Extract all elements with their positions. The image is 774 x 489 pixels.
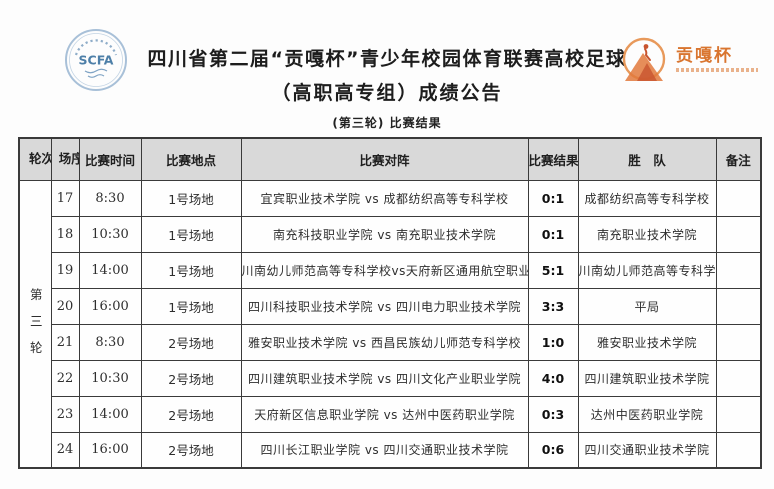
winner-cell: 平局 [577,287,717,325]
winner-cell: 南充职业技术学院 [577,215,717,253]
page-title: 四川省第二届“贡嘎杯”青少年校园体育联赛高校足球 [147,48,627,70]
match-time-cell: 8:30 [78,179,142,217]
venue-cell: 1号场地 [140,287,242,325]
match-seq-cell: 21 [50,323,80,361]
scfa-seal-logo: SCFA [65,29,127,91]
round-label: 第三轮 [27,287,43,368]
round-result-caption: (第三轮) 比赛结果 [332,116,442,130]
table-row: 23 14:00 2号场地 天府新区信息职业学院 vs 达州中医药职业学院 0:… [19,395,762,433]
seal-arc-text [74,39,118,56]
table-row: 22 10:30 2号场地 四川建筑职业技术学院 vs 四川文化产业职业学院 4… [19,359,762,397]
gongga-cup-tagline [676,68,758,72]
result-cell: 0:6 [527,431,579,469]
result-cell: 0:3 [527,395,579,433]
col-header-match-seq: 场序 [50,137,80,181]
col-header-time: 比赛时间 [78,137,142,181]
venue-cell: 2号场地 [140,359,242,397]
match-seq-cell: 20 [50,287,80,325]
result-cell: 5:1 [527,251,579,289]
winner-cell: 雅安职业技术学院 [577,323,717,361]
matchup-cell: 雅安职业技术学院 vs 西昌民族幼儿师范专科学校 [240,323,529,361]
match-time-cell: 16:00 [78,287,142,325]
match-time-cell: 14:00 [78,251,142,289]
matchup-cell: 四川建筑职业技术学院 vs 四川文化产业职业学院 [240,359,529,397]
match-seq-cell: 19 [50,251,80,289]
gongga-cup-logo: 贡嘎杯 [617,33,758,91]
venue-cell: 1号场地 [140,179,242,217]
table-row: 20 16:00 1号场地 四川科技职业技术学院 vs 四川电力职业技术学院 3… [19,287,762,325]
match-seq-cell: 18 [50,215,80,253]
gongga-cup-text-block: 贡嘎杯 [676,33,758,72]
result-cell: 0:1 [527,179,579,217]
venue-cell: 1号场地 [140,251,242,289]
col-header-note: 备注 [715,137,762,181]
col-header-round: 轮次 [18,137,52,181]
note-cell [715,251,762,289]
table-row: 24 16:00 2号场地 四川长江职业学院 vs 四川交通职业技术学院 0:6… [19,431,762,469]
table-row: 第三轮 17 8:30 1号场地 宜宾职业技术学院 vs 成都纺织高等专科学校 … [18,179,762,469]
match-time-cell: 8:30 [78,323,142,361]
col-header-venue: 比赛地点 [140,137,242,181]
result-cell: 4:0 [527,359,579,397]
note-cell [715,359,762,397]
matchup-cell: 四川科技职业技术学院 vs 四川电力职业技术学院 [240,287,529,325]
venue-cell: 2号场地 [140,323,242,361]
gongga-cup-name: 贡嘎杯 [676,46,733,66]
venue-cell: 2号场地 [140,395,242,433]
match-time-cell: 10:30 [78,359,142,397]
matchup-cell: 川南幼儿师范高等专科学校vs天府新区通用航空职业学院 [240,251,529,289]
winner-cell: 达州中医药职业学院 [577,395,717,433]
result-cell: 1:0 [527,323,579,361]
note-cell [715,431,762,469]
note-cell [715,179,762,217]
match-time-cell: 10:30 [78,215,142,253]
title-block: 四川省第二届“贡嘎杯”青少年校园体育联赛高校足球 （高职高专组）成绩公告 (第三… [0,0,774,131]
table-row: 19 14:00 1号场地 川南幼儿师范高等专科学校vs天府新区通用航空职业学院… [19,251,762,289]
col-header-winner: 胜 队 [577,137,717,181]
result-cell: 3:3 [527,287,579,325]
venue-cell: 2号场地 [140,431,242,469]
winner-cell: 成都纺织高等专科学校 [577,179,717,217]
gongga-cup-emblem-icon [622,37,666,81]
match-seq-cell: 23 [50,395,80,433]
matchup-cell: 天府新区信息职业学院 vs 达州中医药职业学院 [240,395,529,433]
winner-cell: 川南幼儿师范高等专科学校 [577,251,717,289]
winner-cell: 四川交通职业技术学院 [577,431,717,469]
result-cell: 0:1 [527,215,579,253]
note-cell [715,323,762,361]
matchup-cell: 宜宾职业技术学院 vs 成都纺织高等专科学校 [240,179,529,217]
matchup-cell: 南充科技职业学院 vs 南充职业技术学院 [240,215,529,253]
table-header-row: 轮次 场序 比赛时间 比赛地点 比赛对阵 比赛结果 胜 队 备注 [18,137,762,181]
page-subtitle-group: （高职高专组）成绩公告 [271,82,503,104]
winner-cell: 四川建筑职业技术学院 [577,359,717,397]
table-row: 21 8:30 2号场地 雅安职业技术学院 vs 西昌民族幼儿师范专科学校 1:… [19,323,762,361]
note-cell [715,395,762,433]
table-row: 18 10:30 1号场地 南充科技职业学院 vs 南充职业技术学院 0:1 南… [19,215,762,253]
col-header-matchup: 比赛对阵 [240,137,529,181]
match-time-cell: 14:00 [78,395,142,433]
match-results-table: 轮次 场序 比赛时间 比赛地点 比赛对阵 比赛结果 胜 队 备注 第三轮 17 … [18,137,762,469]
note-cell [715,287,762,325]
match-seq-cell: 24 [50,431,80,469]
seal-acronym-text: SCFA [79,53,114,68]
match-seq-cell: 22 [50,359,80,397]
document-header: SCFA 四川省第二届“贡嘎杯”青少年校园体育联赛高校足球 （高职高专组）成绩公… [0,0,774,137]
col-header-result: 比赛结果 [527,137,579,181]
venue-cell: 1号场地 [140,215,242,253]
matchup-cell: 四川长江职业学院 vs 四川交通职业技术学院 [240,431,529,469]
match-seq-cell: 17 [50,179,80,217]
match-time-cell: 16:00 [78,431,142,469]
round-label-cell: 第三轮 [18,179,52,469]
note-cell [715,215,762,253]
